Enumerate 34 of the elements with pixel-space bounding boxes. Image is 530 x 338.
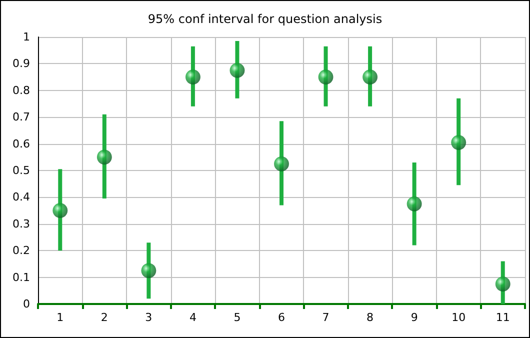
- point: [274, 156, 289, 172]
- point: [96, 150, 112, 165]
- chart-title: 95% conf interval for question analysis: [148, 12, 382, 26]
- y-tick-label: 0.9: [12, 57, 30, 70]
- x-tick-label: 9: [410, 311, 418, 324]
- y-tick-label: 0.4: [12, 190, 30, 204]
- y-tick-label: 0.2: [12, 244, 30, 258]
- x-tick-label: 1: [56, 311, 64, 324]
- x-tick-label: 8: [366, 311, 374, 324]
- point: [185, 70, 200, 85]
- x-tick-label: 2: [100, 311, 108, 324]
- y-tick-label: 0.7: [12, 110, 30, 124]
- point: [52, 203, 68, 218]
- y-tick-label: 0.8: [12, 84, 30, 97]
- point: [230, 62, 245, 78]
- y-tick-label: 0.1: [12, 270, 30, 284]
- x-tick-label: 4: [189, 311, 196, 324]
- point: [406, 196, 422, 212]
- x-tick-label: 10: [452, 311, 466, 324]
- y-tick-label: 0.6: [12, 137, 30, 150]
- y-tick-label: 0: [23, 298, 30, 310]
- x-tick-label: 3: [145, 311, 152, 324]
- point: [451, 134, 466, 150]
- point: [362, 70, 378, 85]
- y-tick-label: 0.3: [12, 217, 30, 230]
- point: [141, 263, 156, 278]
- x-tick-label: 11: [496, 311, 510, 324]
- x-tick-label: 6: [278, 311, 285, 324]
- x-tick-label: 7: [322, 311, 330, 324]
- y-tick-label: 0.5: [12, 164, 30, 177]
- y-tick-label: 1: [23, 30, 30, 44]
- point: [318, 70, 334, 85]
- point: [495, 276, 510, 292]
- x-tick-label: 5: [234, 311, 241, 324]
